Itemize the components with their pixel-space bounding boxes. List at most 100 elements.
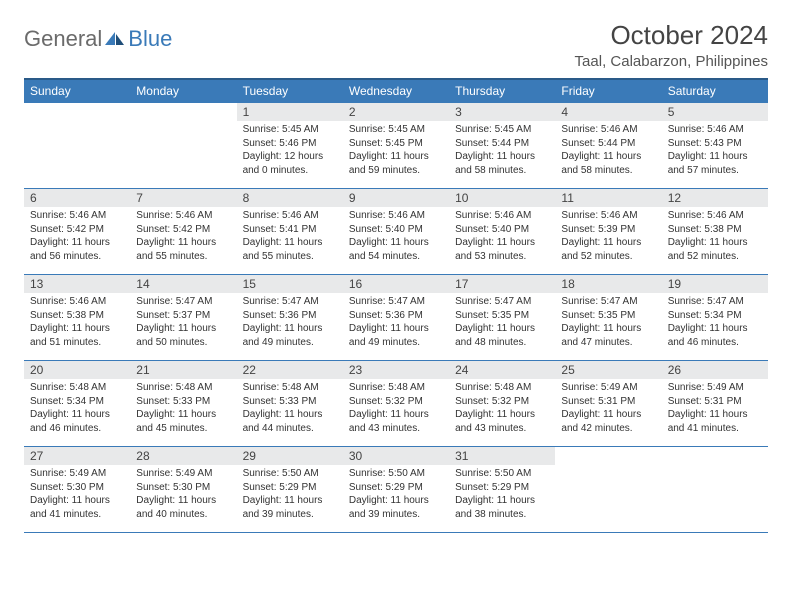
sunset-text: Sunset: 5:31 PM <box>668 395 762 409</box>
daylight-text: Daylight: 11 hours and 51 minutes. <box>30 322 124 349</box>
daylight-text: Daylight: 11 hours and 39 minutes. <box>349 494 443 521</box>
day-number: 19 <box>662 275 768 293</box>
daylight-text: Daylight: 11 hours and 41 minutes. <box>668 408 762 435</box>
calendar-day-cell: 1Sunrise: 5:45 AMSunset: 5:46 PMDaylight… <box>237 103 343 189</box>
sunset-text: Sunset: 5:36 PM <box>243 309 337 323</box>
calendar-day-cell: 8Sunrise: 5:46 AMSunset: 5:41 PMDaylight… <box>237 189 343 275</box>
daylight-text: Daylight: 11 hours and 43 minutes. <box>455 408 549 435</box>
day-content: Sunrise: 5:49 AMSunset: 5:31 PMDaylight:… <box>555 379 661 439</box>
sunrise-text: Sunrise: 5:48 AM <box>349 381 443 395</box>
daylight-text: Daylight: 11 hours and 40 minutes. <box>136 494 230 521</box>
calendar-day-cell: 25Sunrise: 5:49 AMSunset: 5:31 PMDayligh… <box>555 361 661 447</box>
day-content: Sunrise: 5:47 AMSunset: 5:35 PMDaylight:… <box>555 293 661 353</box>
calendar-day-cell: 15Sunrise: 5:47 AMSunset: 5:36 PMDayligh… <box>237 275 343 361</box>
day-number: 23 <box>343 361 449 379</box>
sunrise-text: Sunrise: 5:45 AM <box>349 123 443 137</box>
sunrise-text: Sunrise: 5:47 AM <box>561 295 655 309</box>
day-number: 22 <box>237 361 343 379</box>
day-number: 13 <box>24 275 130 293</box>
day-content: Sunrise: 5:45 AMSunset: 5:46 PMDaylight:… <box>237 121 343 181</box>
title-block: October 2024 Taal, Calabarzon, Philippin… <box>575 20 768 70</box>
sunset-text: Sunset: 5:44 PM <box>455 137 549 151</box>
calendar-day-cell: 3Sunrise: 5:45 AMSunset: 5:44 PMDaylight… <box>449 103 555 189</box>
calendar-day-cell: 14Sunrise: 5:47 AMSunset: 5:37 PMDayligh… <box>130 275 236 361</box>
day-content: Sunrise: 5:46 AMSunset: 5:43 PMDaylight:… <box>662 121 768 181</box>
sunset-text: Sunset: 5:41 PM <box>243 223 337 237</box>
sunset-text: Sunset: 5:42 PM <box>30 223 124 237</box>
daylight-text: Daylight: 11 hours and 47 minutes. <box>561 322 655 349</box>
day-content: Sunrise: 5:45 AMSunset: 5:45 PMDaylight:… <box>343 121 449 181</box>
sunrise-text: Sunrise: 5:49 AM <box>668 381 762 395</box>
daylight-text: Daylight: 11 hours and 52 minutes. <box>668 236 762 263</box>
location-text: Taal, Calabarzon, Philippines <box>575 53 768 70</box>
day-content: Sunrise: 5:48 AMSunset: 5:33 PMDaylight:… <box>130 379 236 439</box>
calendar-day-cell: 30Sunrise: 5:50 AMSunset: 5:29 PMDayligh… <box>343 447 449 533</box>
sunset-text: Sunset: 5:35 PM <box>455 309 549 323</box>
daylight-text: Daylight: 11 hours and 46 minutes. <box>668 322 762 349</box>
calendar-day-cell: 16Sunrise: 5:47 AMSunset: 5:36 PMDayligh… <box>343 275 449 361</box>
day-number: 2 <box>343 103 449 121</box>
sunrise-text: Sunrise: 5:46 AM <box>561 209 655 223</box>
day-content: Sunrise: 5:49 AMSunset: 5:30 PMDaylight:… <box>130 465 236 525</box>
calendar-day-cell: 31Sunrise: 5:50 AMSunset: 5:29 PMDayligh… <box>449 447 555 533</box>
sunrise-text: Sunrise: 5:49 AM <box>30 467 124 481</box>
calendar-day-cell: 9Sunrise: 5:46 AMSunset: 5:40 PMDaylight… <box>343 189 449 275</box>
sunrise-text: Sunrise: 5:47 AM <box>349 295 443 309</box>
daylight-text: Daylight: 11 hours and 44 minutes. <box>243 408 337 435</box>
calendar-day-cell: 22Sunrise: 5:48 AMSunset: 5:33 PMDayligh… <box>237 361 343 447</box>
calendar-week-row: 20Sunrise: 5:48 AMSunset: 5:34 PMDayligh… <box>24 361 768 447</box>
sunset-text: Sunset: 5:30 PM <box>136 481 230 495</box>
sunrise-text: Sunrise: 5:50 AM <box>243 467 337 481</box>
daylight-text: Daylight: 11 hours and 46 minutes. <box>30 408 124 435</box>
day-number: 3 <box>449 103 555 121</box>
day-content: Sunrise: 5:48 AMSunset: 5:33 PMDaylight:… <box>237 379 343 439</box>
calendar-day-cell: 18Sunrise: 5:47 AMSunset: 5:35 PMDayligh… <box>555 275 661 361</box>
sunrise-text: Sunrise: 5:46 AM <box>243 209 337 223</box>
calendar-week-row: 13Sunrise: 5:46 AMSunset: 5:38 PMDayligh… <box>24 275 768 361</box>
sunset-text: Sunset: 5:38 PM <box>30 309 124 323</box>
daylight-text: Daylight: 11 hours and 53 minutes. <box>455 236 549 263</box>
daylight-text: Daylight: 11 hours and 57 minutes. <box>668 150 762 177</box>
sunset-text: Sunset: 5:32 PM <box>349 395 443 409</box>
logo-sail-icon <box>104 31 126 47</box>
calendar-day-cell: 21Sunrise: 5:48 AMSunset: 5:33 PMDayligh… <box>130 361 236 447</box>
daylight-text: Daylight: 11 hours and 58 minutes. <box>561 150 655 177</box>
day-content: Sunrise: 5:47 AMSunset: 5:35 PMDaylight:… <box>449 293 555 353</box>
day-number: 9 <box>343 189 449 207</box>
sunrise-text: Sunrise: 5:46 AM <box>349 209 443 223</box>
calendar-day-cell: 5Sunrise: 5:46 AMSunset: 5:43 PMDaylight… <box>662 103 768 189</box>
day-number: 15 <box>237 275 343 293</box>
day-content: Sunrise: 5:46 AMSunset: 5:38 PMDaylight:… <box>24 293 130 353</box>
calendar-week-row: 27Sunrise: 5:49 AMSunset: 5:30 PMDayligh… <box>24 447 768 533</box>
day-header: Saturday <box>662 79 768 103</box>
day-number: 26 <box>662 361 768 379</box>
day-number: 10 <box>449 189 555 207</box>
sunset-text: Sunset: 5:35 PM <box>561 309 655 323</box>
sunrise-text: Sunrise: 5:46 AM <box>455 209 549 223</box>
sunset-text: Sunset: 5:42 PM <box>136 223 230 237</box>
daylight-text: Daylight: 11 hours and 39 minutes. <box>243 494 337 521</box>
sunrise-text: Sunrise: 5:47 AM <box>243 295 337 309</box>
sunset-text: Sunset: 5:38 PM <box>668 223 762 237</box>
day-content: Sunrise: 5:49 AMSunset: 5:31 PMDaylight:… <box>662 379 768 439</box>
calendar-day-cell: 20Sunrise: 5:48 AMSunset: 5:34 PMDayligh… <box>24 361 130 447</box>
day-header: Monday <box>130 79 236 103</box>
calendar-day-cell: 12Sunrise: 5:46 AMSunset: 5:38 PMDayligh… <box>662 189 768 275</box>
sunset-text: Sunset: 5:37 PM <box>136 309 230 323</box>
sunrise-text: Sunrise: 5:47 AM <box>455 295 549 309</box>
sunrise-text: Sunrise: 5:46 AM <box>30 295 124 309</box>
sunset-text: Sunset: 5:44 PM <box>561 137 655 151</box>
day-number: 12 <box>662 189 768 207</box>
day-content: Sunrise: 5:47 AMSunset: 5:37 PMDaylight:… <box>130 293 236 353</box>
day-number: 14 <box>130 275 236 293</box>
sunset-text: Sunset: 5:40 PM <box>349 223 443 237</box>
sunset-text: Sunset: 5:33 PM <box>243 395 337 409</box>
sunrise-text: Sunrise: 5:45 AM <box>455 123 549 137</box>
day-content: Sunrise: 5:50 AMSunset: 5:29 PMDaylight:… <box>237 465 343 525</box>
day-number: 25 <box>555 361 661 379</box>
day-header: Wednesday <box>343 79 449 103</box>
day-number: 27 <box>24 447 130 465</box>
day-content: Sunrise: 5:47 AMSunset: 5:36 PMDaylight:… <box>343 293 449 353</box>
sunrise-text: Sunrise: 5:47 AM <box>668 295 762 309</box>
calendar-day-cell: 23Sunrise: 5:48 AMSunset: 5:32 PMDayligh… <box>343 361 449 447</box>
